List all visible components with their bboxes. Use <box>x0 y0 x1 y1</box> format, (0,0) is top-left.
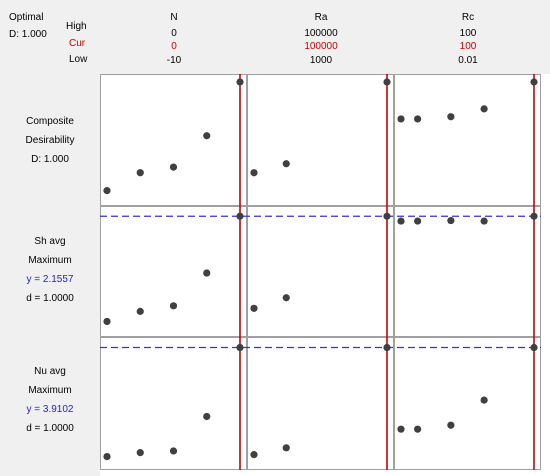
optimal-label: Optimal <box>9 12 44 23</box>
composite-desirability-label: Composite Desirability D: 1.000 <box>0 112 100 169</box>
data-point-r0-c1-1 <box>282 160 290 168</box>
data-point-r0-c0-2 <box>169 163 178 171</box>
data-point-r0-c2-1 <box>414 115 422 123</box>
data-point-r1-c2-2 <box>447 216 455 225</box>
panel-1-0 <box>100 206 247 337</box>
data-point-r0-c2-4 <box>530 78 538 86</box>
data-point-r1-c0-0 <box>103 317 111 326</box>
panel-0-1 <box>247 74 394 206</box>
data-point-r2-c2-3 <box>480 396 488 404</box>
data-point-r2-c2-4 <box>530 343 538 352</box>
data-point-r1-c2-3 <box>480 217 488 225</box>
panel-1-2 <box>394 206 541 337</box>
data-point-r0-c2-2 <box>447 113 455 121</box>
composite-line1: Composite <box>26 116 74 127</box>
factor-high-ra: 100000 <box>304 28 338 39</box>
data-point-r2-c0-0 <box>103 452 111 461</box>
data-point-r1-c2-4 <box>530 212 538 220</box>
data-point-r1-c2-1 <box>414 217 422 225</box>
nu-avg-label: Nu avg Maximum y = 3.9102 d = 1.0000 <box>0 362 100 438</box>
data-point-r0-c0-4 <box>236 78 244 86</box>
data-point-r0-c2-3 <box>480 105 488 113</box>
factor-header: Optimal D: 1.000 High Cur Low N 0 0 -10 … <box>0 0 550 74</box>
nu-avg-goal: Maximum <box>28 385 72 396</box>
factor-low-rc: 0.01 <box>458 55 478 66</box>
data-point-r2-c2-0 <box>397 425 405 433</box>
panel-0-2 <box>394 74 541 206</box>
nu-avg-d-value: d = 1.0000 <box>26 423 74 434</box>
factor-cur-rc[interactable]: 100 <box>459 41 477 52</box>
factor-high-n: 0 <box>171 28 177 39</box>
nu-avg-name: Nu avg <box>34 366 66 377</box>
composite-line2: Desirability <box>25 135 75 146</box>
composite-d-value: D: 1.000 <box>31 154 69 165</box>
panel-2-2 <box>394 337 541 470</box>
data-point-r0-c2-0 <box>397 115 405 123</box>
data-point-r0-c1-0 <box>250 169 258 177</box>
data-point-r1-c0-1 <box>136 307 144 315</box>
factor-low-n: -10 <box>166 55 182 66</box>
panel-2-1 <box>247 337 394 470</box>
data-point-r2-c0-3 <box>203 412 211 421</box>
factor-name-rc: Rc <box>461 12 475 23</box>
data-point-r1-c1-0 <box>250 304 258 312</box>
nu-avg-y-value: y = 3.9102 <box>26 404 74 415</box>
high-label: High <box>66 21 87 32</box>
response-labels: Composite Desirability D: 1.000 Sh avg M… <box>0 74 100 476</box>
data-point-r2-c1-2 <box>383 343 391 352</box>
data-point-r2-c2-1 <box>414 425 422 433</box>
sh-avg-name: Sh avg <box>34 236 66 247</box>
low-label: Low <box>69 54 88 65</box>
factor-cur-ra[interactable]: 100000 <box>304 41 338 52</box>
data-point-r2-c0-2 <box>169 447 178 455</box>
data-point-r2-c1-0 <box>250 451 258 459</box>
factor-high-rc: 100 <box>459 28 477 39</box>
panel-1-1 <box>247 206 394 337</box>
data-point-r2-c2-2 <box>447 421 455 429</box>
sh-avg-goal: Maximum <box>28 255 72 266</box>
factor-low-ra: 1000 <box>309 55 333 66</box>
sh-avg-d-value: d = 1.0000 <box>26 293 74 304</box>
data-point-r0-c0-3 <box>203 132 211 140</box>
sh-avg-label: Sh avg Maximum y = 2.1557 d = 1.0000 <box>0 232 100 308</box>
factor-cur-n[interactable]: 0 <box>171 41 177 52</box>
data-point-r1-c2-0 <box>397 217 405 225</box>
data-point-r0-c1-2 <box>383 78 391 86</box>
factor-name-n: N <box>170 12 178 23</box>
data-point-r1-c0-4 <box>236 212 244 220</box>
factor-name-ra: Ra <box>314 12 328 23</box>
data-point-r1-c1-1 <box>282 294 290 302</box>
panel-0-0 <box>100 74 247 206</box>
data-point-r1-c0-3 <box>203 269 211 277</box>
composite-d-label: D: 1.000 <box>9 29 47 40</box>
cur-label: Cur <box>69 38 86 49</box>
data-point-r1-c0-2 <box>169 302 178 310</box>
data-point-r2-c0-1 <box>136 449 144 457</box>
data-point-r1-c1-2 <box>383 212 391 220</box>
sh-avg-y-value: y = 2.1557 <box>26 274 74 285</box>
data-point-r0-c0-1 <box>136 169 144 177</box>
data-point-r2-c1-1 <box>282 444 290 452</box>
data-point-r0-c0-0 <box>103 187 111 195</box>
data-point-r2-c0-4 <box>236 343 244 352</box>
